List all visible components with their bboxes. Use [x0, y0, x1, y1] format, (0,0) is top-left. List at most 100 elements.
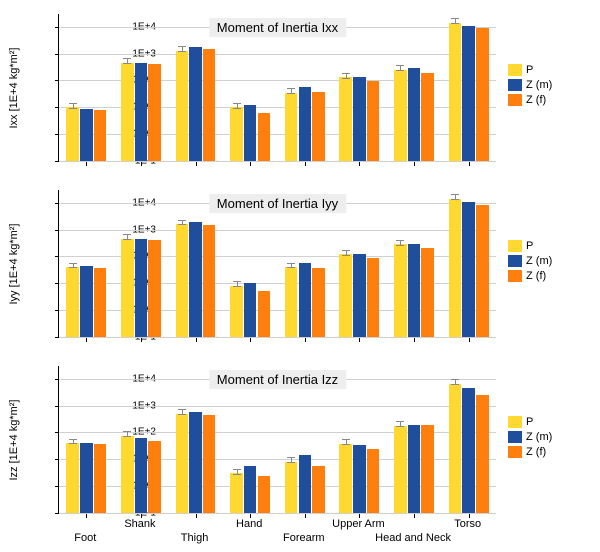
error-cap — [233, 474, 241, 475]
xtick-mark — [414, 338, 415, 342]
error-cap — [178, 414, 186, 415]
error-cap — [123, 63, 131, 64]
error-cap — [178, 46, 186, 47]
bar — [353, 254, 366, 337]
xtick-mark — [469, 338, 470, 342]
bar — [476, 205, 489, 337]
error-cap — [233, 286, 241, 287]
xtick-mark — [196, 338, 197, 342]
bar — [80, 266, 93, 337]
error-cap — [69, 267, 77, 268]
error-cap — [342, 73, 350, 74]
xtick-label: Forearm — [283, 532, 325, 544]
bar — [203, 225, 216, 337]
error-cap — [123, 431, 131, 432]
error-cap — [396, 245, 404, 246]
bar — [176, 51, 189, 161]
bar — [353, 445, 366, 513]
error-cap — [342, 444, 350, 445]
xtick-label: Head and Neck — [375, 532, 451, 544]
error-cap — [451, 384, 459, 385]
bar — [312, 92, 325, 161]
legend-swatch — [508, 64, 522, 76]
error-cap — [233, 108, 241, 109]
xtick-mark — [359, 338, 360, 342]
legend-swatch — [508, 240, 522, 252]
bar — [299, 455, 312, 513]
bar — [299, 263, 312, 337]
legend-label: P — [526, 64, 533, 76]
bar — [421, 425, 434, 513]
bar — [176, 224, 189, 337]
bar — [230, 473, 243, 513]
bar — [230, 286, 243, 337]
bar — [189, 222, 202, 337]
legend-label: Z (f) — [526, 446, 546, 458]
bar — [285, 93, 298, 161]
bar — [353, 77, 366, 161]
bar — [394, 70, 407, 161]
bar — [203, 415, 216, 513]
error-cap — [69, 439, 77, 440]
bar — [367, 258, 380, 337]
bar — [176, 414, 189, 513]
bar — [135, 438, 148, 513]
error-cap — [396, 70, 404, 71]
bar — [189, 47, 202, 161]
legend-item: P — [508, 416, 588, 428]
error-cap — [451, 199, 459, 200]
bar — [394, 244, 407, 337]
xtick-mark — [141, 338, 142, 342]
xtick-mark — [196, 162, 197, 166]
error-cap — [287, 93, 295, 94]
xtick-mark — [86, 514, 87, 518]
legend-item: Z (f) — [508, 270, 588, 282]
error-cap — [233, 281, 241, 282]
bar — [449, 23, 462, 161]
bar — [339, 444, 352, 513]
error-cap — [287, 263, 295, 264]
bar — [121, 63, 134, 161]
figure: 1E-11E+01E+11E+21E+31E+4PZ (m)Z (f)Momen… — [0, 0, 600, 552]
error-cap — [69, 443, 77, 444]
bar — [80, 109, 93, 161]
legend-item: Z (m) — [508, 255, 588, 267]
bar — [230, 107, 243, 161]
xtick-mark — [414, 162, 415, 166]
xtick-label: Shank — [124, 518, 155, 530]
xtick-mark — [86, 162, 87, 166]
gridline — [59, 337, 496, 338]
bar — [421, 248, 434, 337]
legend: PZ (m)Z (f) — [508, 416, 588, 461]
bar — [189, 412, 202, 513]
xtick-mark — [250, 338, 251, 342]
xtick-mark — [469, 162, 470, 166]
bar — [80, 443, 93, 513]
legend-label: P — [526, 240, 533, 252]
xtick-mark — [305, 338, 306, 342]
ylabel: Izz [1E+4 kg*m²] — [8, 399, 20, 480]
panel-title: Moment of Inertia Izz — [209, 370, 346, 389]
legend-label: Z (m) — [526, 255, 552, 267]
bar — [367, 449, 380, 513]
error-cap — [178, 220, 186, 221]
error-cap — [396, 240, 404, 241]
bar — [408, 68, 421, 161]
error-cap — [396, 426, 404, 427]
legend-label: Z (f) — [526, 270, 546, 282]
legend-label: P — [526, 416, 533, 428]
bar — [462, 388, 475, 513]
panel-title: Moment of Inertia Iyy — [209, 194, 346, 213]
xtick-mark — [250, 162, 251, 166]
ytick-mark — [55, 513, 59, 514]
plot-area: Moment of Inertia Ixx — [58, 14, 496, 162]
xtick-label: Thigh — [181, 532, 209, 544]
legend-swatch — [508, 255, 522, 267]
bar — [299, 87, 312, 161]
legend-swatch — [508, 446, 522, 458]
bar — [244, 105, 257, 161]
error-cap — [451, 23, 459, 24]
error-cap — [123, 234, 131, 235]
bar — [148, 240, 161, 337]
bar — [244, 283, 257, 337]
